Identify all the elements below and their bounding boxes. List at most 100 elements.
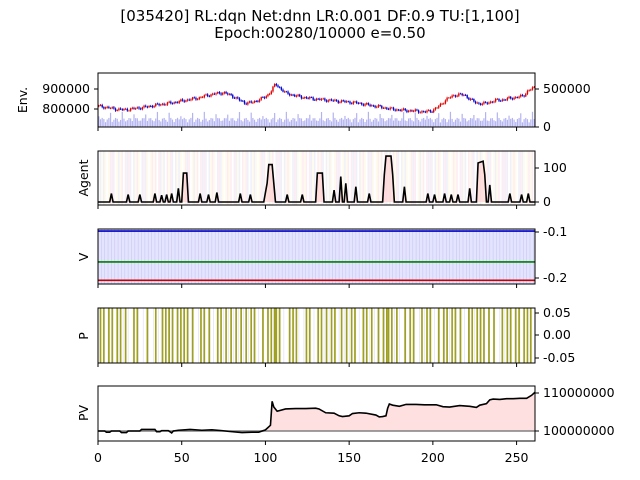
env-candle-body: [401, 109, 403, 111]
env-ylabel: Env.: [15, 87, 30, 113]
agent-action-band: [208, 151, 211, 205]
agent-action-band: [275, 151, 277, 205]
agent-action-band: [193, 151, 195, 205]
env-volume-bar: [284, 119, 286, 127]
agent-action-band: [124, 151, 127, 205]
env-volume-bar: [227, 114, 229, 127]
env-candle-body: [156, 103, 159, 105]
p-right-tick-label-0.05: 0.05: [543, 305, 571, 320]
env-volume-bar: [113, 119, 115, 127]
env-volume-bar: [525, 117, 527, 127]
env-candle-body: [521, 94, 524, 96]
env-candle-body: [406, 110, 408, 112]
agent-action-band: [434, 151, 437, 205]
env-candle-body: [426, 110, 428, 113]
agent-action-band: [99, 151, 102, 205]
p-stripe: [382, 308, 385, 363]
env-volume-bar: [334, 117, 336, 127]
env-volume-bar: [207, 121, 209, 127]
env-candle-body: [223, 91, 226, 94]
env-candle-body: [155, 103, 157, 107]
p-stripe: [362, 308, 365, 363]
p-stripe: [108, 308, 110, 363]
pv-right-tick-label-110000000: 110000000: [543, 385, 615, 400]
env-candle-body: [230, 93, 232, 96]
env-candle-body: [210, 94, 212, 97]
env-volume-bar: [515, 122, 517, 127]
env-panel: 900000 800000 500000 0 Env.: [15, 72, 591, 134]
agent-action-band: [347, 151, 349, 205]
env-candle-body: [104, 107, 107, 109]
x-tick-label: 150: [337, 450, 361, 465]
agent-action-band: [103, 151, 105, 205]
agent-action-band: [519, 151, 522, 205]
p-stripe: [365, 308, 368, 363]
agent-action-band: [352, 151, 355, 205]
env-candle-body: [417, 110, 420, 113]
p-stripe: [409, 308, 412, 363]
env-volume-bar: [364, 122, 366, 127]
agent-panel: 100 0 Agent: [76, 150, 567, 209]
env-volume-bar: [150, 118, 152, 127]
env-volume-bar: [212, 118, 214, 127]
agent-action-band: [503, 151, 505, 205]
agent-action-band: [429, 151, 432, 205]
env-volume-bar: [500, 120, 502, 127]
env-candle-body: [278, 86, 281, 88]
env-candle-body: [208, 96, 211, 97]
agent-action-band: [302, 151, 304, 205]
env-volume-bar: [297, 114, 299, 127]
env-candle-body: [277, 85, 279, 87]
p-stripe: [273, 308, 276, 363]
p-stripe: [479, 308, 482, 363]
agent-action-band: [461, 151, 463, 205]
env-candle-body: [198, 97, 200, 100]
p-ylabel: P: [76, 332, 91, 340]
agent-action-band: [210, 151, 212, 205]
p-stripe: [270, 308, 273, 363]
env-candle-body: [402, 108, 405, 110]
env-candle-body: [468, 97, 470, 100]
env-volume-bar: [141, 118, 143, 127]
agent-action-band: [471, 151, 473, 205]
env-volume-bar: [146, 120, 148, 127]
env-volume-bar: [349, 119, 351, 127]
agent-action-band: [303, 151, 306, 205]
env-volume-bar: [143, 118, 145, 127]
p-stripe: [250, 308, 253, 363]
agent-action-band: [255, 151, 257, 205]
env-candle-body: [399, 109, 401, 111]
env-volume-bar: [456, 117, 458, 127]
env-volume-bar: [384, 121, 386, 127]
env-candle-body: [414, 109, 416, 111]
agent-action-band: [241, 151, 244, 205]
env-candle-body: [429, 110, 432, 112]
env-volume-bar: [242, 121, 244, 127]
env-volume-bar: [165, 119, 167, 127]
env-volume-bar: [451, 118, 453, 127]
env-candle-body: [111, 107, 113, 109]
env-candle-body: [530, 89, 532, 91]
v-plot-area: [98, 229, 535, 284]
agent-action-band: [260, 151, 262, 205]
env-candle-body: [265, 96, 267, 99]
p-stripe: [267, 308, 269, 363]
env-candle-body: [129, 108, 132, 111]
env-volume-bar: [473, 114, 475, 127]
agent-action-band: [175, 151, 177, 205]
p-stripes: [99, 308, 532, 363]
env-candle-body: [466, 95, 468, 98]
env-volume-bar: [270, 119, 272, 127]
env-candle-body: [188, 99, 190, 101]
env-volume-bar: [156, 111, 159, 127]
env-volume-bar: [483, 118, 485, 127]
env-volume-bar: [114, 117, 117, 127]
env-candle-body: [109, 108, 112, 109]
agent-action-band: [394, 151, 396, 205]
agent-action-band: [442, 151, 445, 205]
env-candle-body: [217, 92, 219, 94]
env-candle-body: [319, 98, 321, 100]
env-candle-body: [439, 103, 442, 107]
agent-action-band: [325, 151, 328, 205]
agent-action-band: [285, 151, 288, 205]
